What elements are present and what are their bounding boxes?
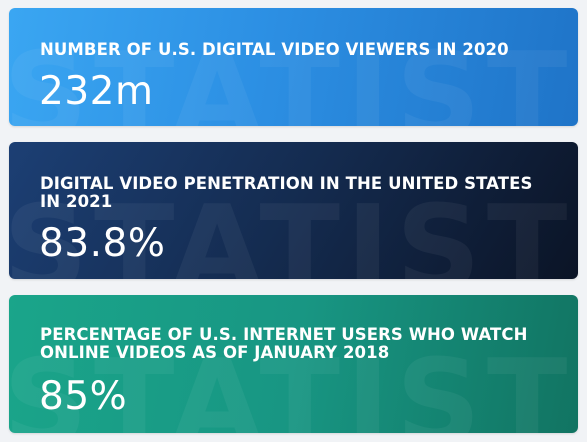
stat-value: 83.8% <box>39 221 166 266</box>
stat-value: 232m <box>39 69 154 114</box>
stat-title: PERCENTAGE OF U.S. INTERNET USERS WHO WA… <box>40 325 528 362</box>
stat-value: 85% <box>39 374 128 419</box>
stat-card-video-viewers[interactable]: STATISTIC NUMBER OF U.S. DIGITAL VIDEO V… <box>9 8 578 126</box>
stat-card-video-penetration[interactable]: STATISTIC DIGITAL VIDEO PENETRATION IN T… <box>9 142 578 279</box>
stat-card-online-video-users[interactable]: STATISTIC PERCENTAGE OF U.S. INTERNET US… <box>9 295 578 433</box>
stat-title: DIGITAL VIDEO PENETRATION IN THE UNITED … <box>40 174 533 211</box>
stat-title: NUMBER OF U.S. DIGITAL VIDEO VIEWERS IN … <box>40 40 509 59</box>
